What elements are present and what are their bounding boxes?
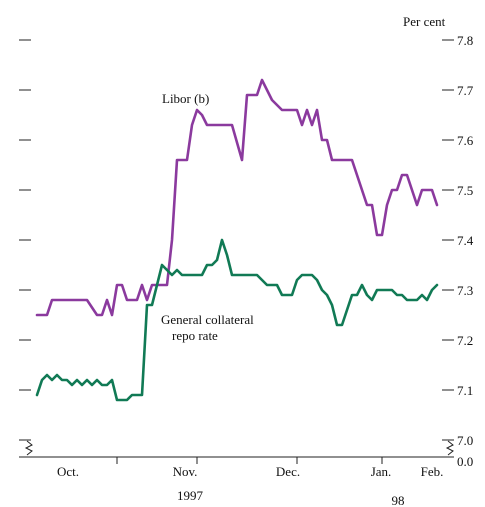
y-tick-label: 7.8 xyxy=(457,33,473,48)
labels-layer: 7.8 7.7 7.6 7.5 7.4 7.3 7.2 7.1 7.0 0.0 Per cent Oc… xyxy=(57,14,474,507)
x-year-label: 98 xyxy=(392,493,405,507)
y-tick-label: 7.2 xyxy=(457,333,473,348)
series-label-repo: General collateral xyxy=(161,312,254,327)
y-tick-label: 7.3 xyxy=(457,283,473,298)
x-month-label: Feb. xyxy=(421,464,444,479)
unit-label: Per cent xyxy=(403,14,446,29)
y-tick-label: 7.0 xyxy=(457,433,473,448)
x-year-label: 1997 xyxy=(177,488,204,503)
y-tick-label: 7.6 xyxy=(457,133,474,148)
series-line-libor xyxy=(35,78,439,317)
y-tick-label: 0.0 xyxy=(457,454,473,469)
series-label-libor: Libor (b) xyxy=(162,91,209,106)
x-month-label: Nov. xyxy=(173,464,198,479)
series-label-repo: repo rate xyxy=(172,328,218,343)
axis-break-right-icon xyxy=(445,440,454,456)
axis-break-left-icon xyxy=(24,440,33,456)
y-tick-label: 7.1 xyxy=(457,383,473,398)
series-line-repo xyxy=(35,238,439,402)
x-month-label: Oct. xyxy=(57,464,79,479)
x-month-label: Dec. xyxy=(276,464,300,479)
y-tick-label: 7.4 xyxy=(457,233,474,248)
x-month-label: Jan. xyxy=(371,464,392,479)
y-tick-label: 7.7 xyxy=(457,83,474,98)
y-tick-label: 7.5 xyxy=(457,183,473,198)
axes xyxy=(19,39,454,464)
series-layer xyxy=(35,78,439,402)
